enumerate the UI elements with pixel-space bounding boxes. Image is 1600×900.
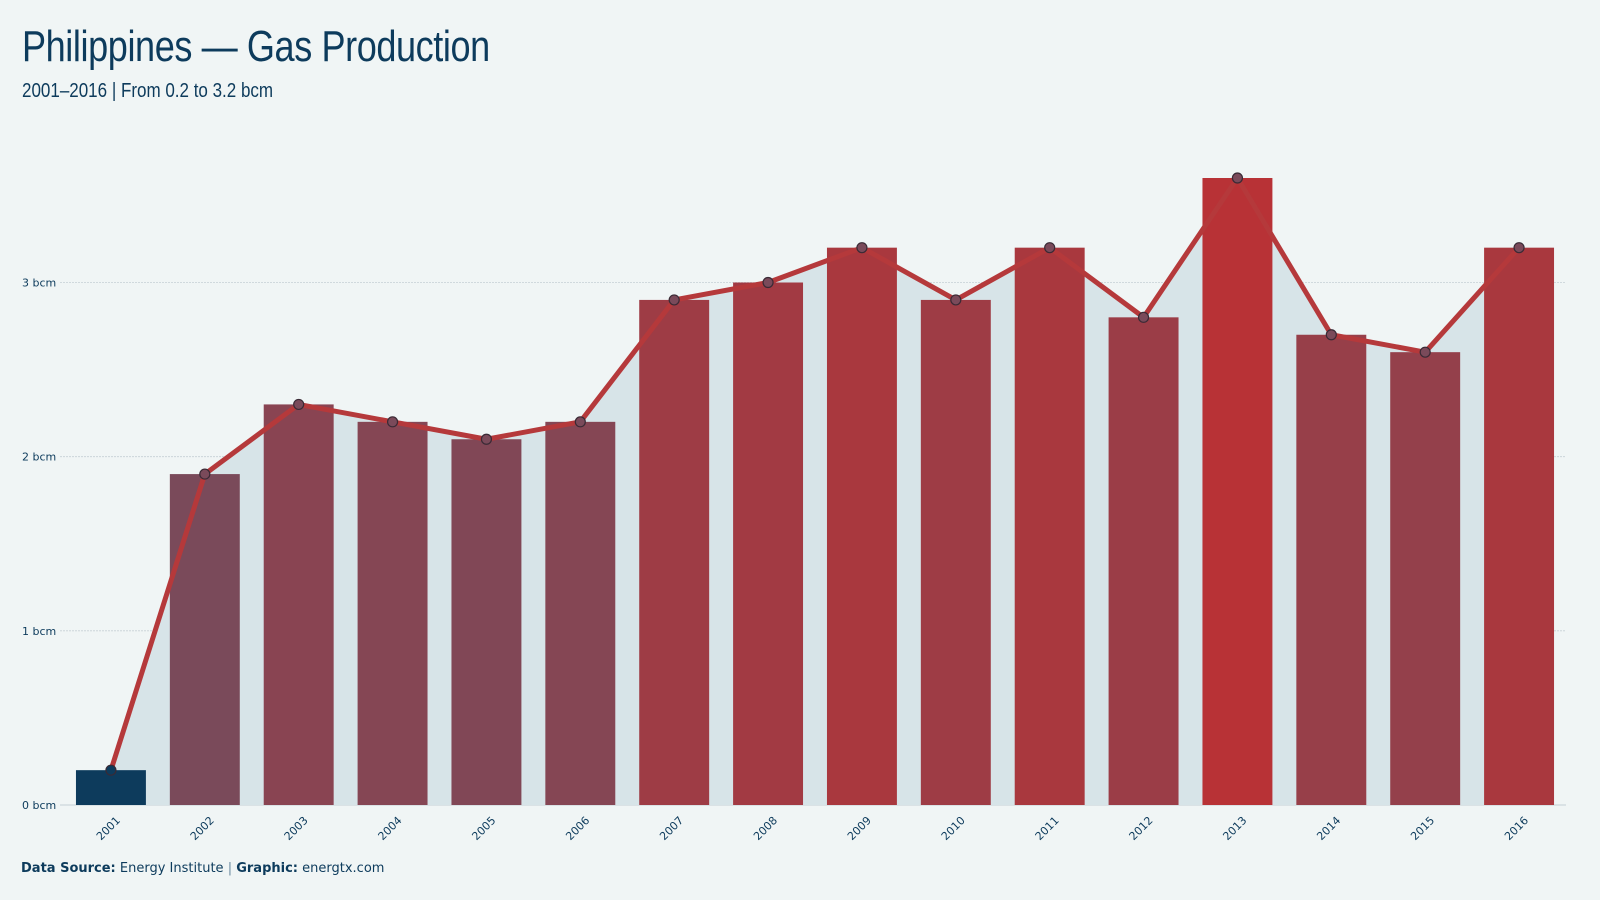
x-tick-label: 2005 — [469, 814, 498, 843]
y-tick-label: 3 bcm — [22, 277, 56, 290]
bar-2009 — [826, 247, 897, 805]
x-tick-label: 2016 — [1502, 814, 1531, 843]
footer-separator: | — [227, 861, 233, 876]
point-2012 — [1137, 311, 1150, 323]
y-tick-label: 0 bcm — [22, 799, 56, 812]
x-tick-label: 2008 — [751, 814, 780, 843]
bars — [75, 178, 1555, 805]
chart-subtitle: 2001–2016 | From 0.2 to 3.2 bcm — [22, 80, 274, 102]
bar-2007 — [639, 299, 710, 805]
point-2008 — [762, 276, 774, 289]
graphic-value: energtx.com — [302, 861, 385, 876]
point-2007 — [668, 294, 680, 306]
x-tick-label: 2006 — [563, 814, 592, 843]
point-2014 — [1325, 329, 1337, 341]
bar-2010 — [920, 299, 991, 805]
x-tick-label: 2004 — [376, 814, 405, 843]
bar-2008 — [733, 282, 804, 805]
point-2005 — [480, 433, 493, 445]
y-tick-label: 2 bcm — [22, 451, 56, 464]
point-2011 — [1044, 242, 1056, 254]
x-tick-label: 2007 — [657, 814, 686, 843]
x-tick-label: 2003 — [282, 814, 311, 843]
source-label: Data Source: — [21, 861, 116, 876]
bar-2013 — [1202, 178, 1273, 805]
y-axis-ticks: 0 bcm 1 bcm 2 bcm 3 bcm — [22, 277, 56, 813]
x-tick-label: 2001 — [94, 814, 123, 843]
source-value: Energy Institute — [119, 861, 224, 876]
bar-2015 — [1390, 352, 1461, 805]
x-tick-label: 2010 — [939, 814, 968, 843]
x-axis-ticks: 2001 2002 2003 2004 2005 2006 2007 2008 2009 2010… — [94, 814, 1531, 843]
bar-2001 — [75, 770, 146, 805]
x-tick-label: 2011 — [1033, 814, 1062, 843]
markers — [105, 172, 1525, 776]
bar-2016 — [1484, 247, 1555, 805]
bar-2011 — [1014, 247, 1085, 805]
point-2004 — [386, 416, 399, 428]
series-line — [108, 175, 1522, 773]
x-tick-label: 2009 — [845, 814, 874, 843]
point-2013 — [1231, 172, 1244, 184]
bar-2012 — [1108, 317, 1179, 805]
footer: Data Source: Energy Institute | Graphic:… — [21, 861, 384, 876]
point-2016 — [1513, 242, 1525, 254]
point-2009 — [856, 242, 868, 254]
bar-2003 — [263, 404, 334, 805]
x-tick-label: 2002 — [188, 814, 217, 843]
bar-2005 — [451, 439, 522, 805]
y-tick-label: 1 bcm — [22, 625, 56, 638]
point-2010 — [950, 294, 962, 306]
bar-2002 — [169, 474, 240, 805]
chart-title: Philippines — Gas Production — [22, 22, 490, 71]
x-tick-label: 2013 — [1220, 814, 1249, 843]
bar-2014 — [1296, 334, 1367, 805]
point-2003 — [293, 398, 305, 411]
x-tick-label: 2014 — [1314, 814, 1343, 843]
point-2001 — [105, 764, 117, 776]
point-2002 — [199, 468, 211, 480]
line-layer — [108, 175, 1522, 773]
bar-2006 — [545, 421, 616, 805]
graphic-label: Graphic: — [236, 861, 298, 876]
x-tick-label: 2015 — [1408, 814, 1437, 843]
x-tick-label: 2012 — [1127, 814, 1156, 843]
point-2006 — [574, 416, 586, 428]
point-2015 — [1419, 346, 1431, 358]
bar-2004 — [357, 421, 428, 805]
